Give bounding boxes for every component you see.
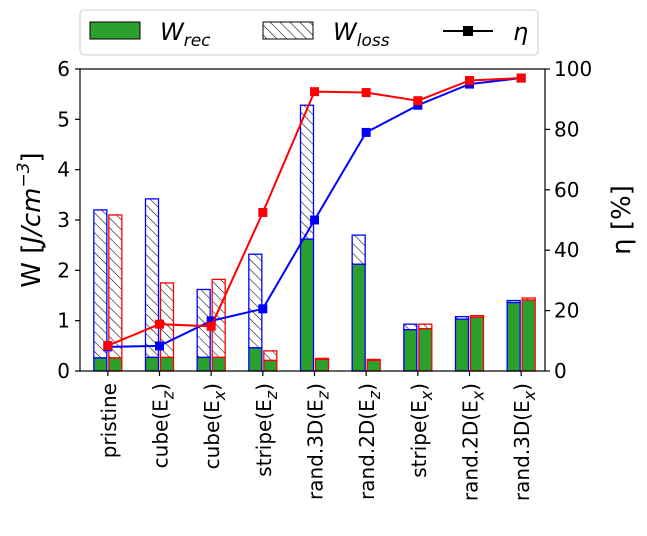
bar-rec-red-5: [366, 359, 381, 372]
eta-point-red-3: [258, 207, 268, 217]
eta-point-red-8: [516, 73, 526, 83]
x-tick-label: pristine: [97, 383, 121, 458]
eta-point-red-4: [310, 87, 319, 97]
eta-point-blue-1: [155, 341, 164, 351]
y-left-tick-label: 3: [57, 208, 70, 232]
bar-loss-blue-6: [403, 323, 418, 331]
bar-loss-blue-3: [248, 253, 263, 349]
y-label-prefix: W [: [17, 244, 47, 288]
y-left-tick-label: 0: [57, 359, 70, 383]
eta-point-red-5: [361, 88, 371, 98]
y-right-tick-label: 80: [554, 117, 579, 141]
y-axis-label-left: W [J/cm−3]: [14, 152, 47, 287]
y-left-tick-label: 4: [57, 158, 70, 182]
eta-point-red-2: [206, 321, 216, 331]
bar-rec-blue-7: [454, 318, 470, 372]
legend-loss-sub: loss: [357, 31, 390, 51]
eta-point-blue-5: [361, 127, 371, 137]
y-label-exp: −3: [14, 162, 34, 187]
y-right-tick-label: 60: [554, 178, 579, 202]
legend-label-loss: Wloss: [333, 18, 390, 51]
x-tick-label: rand.3D(Ex): [510, 383, 539, 501]
y-left-tick-label: 5: [57, 107, 70, 131]
x-tick-label: rand.2D(Ez): [355, 383, 384, 500]
bar-loss-blue-5: [351, 234, 366, 265]
y-right-tick-label: 20: [554, 299, 579, 323]
legend-label-eta: η: [513, 18, 528, 46]
y-label-unit: J/cm: [17, 188, 47, 249]
x-tick-label: rand.2D(Ex): [459, 383, 488, 501]
eta-point-red-7: [465, 75, 474, 85]
eta-point-blue-6: [413, 100, 423, 110]
legend-swatch-loss: [262, 21, 314, 40]
bar-rec-red-2: [211, 356, 226, 372]
y-label-suffix: ]: [17, 152, 47, 162]
eta-point-blue-4: [310, 215, 319, 225]
legend-rec-sub: rec: [184, 31, 211, 51]
x-tick-label: rand.3D(Ez): [304, 383, 333, 500]
legend-rec-main: W: [160, 18, 185, 46]
bar-rec-red-0: [108, 357, 123, 372]
bar-loss-blue-1: [144, 198, 160, 359]
eta-point-red-0: [103, 341, 113, 351]
legend: Wrec Wloss η: [79, 9, 539, 56]
bar-loss-red-3: [263, 350, 278, 362]
eta-point-blue-2: [206, 316, 216, 326]
bar-loss-red-0: [108, 214, 123, 359]
bar-rec-blue-6: [403, 329, 418, 372]
bar-rec-blue-5: [351, 263, 366, 372]
x-tick-label: cube(Ex): [200, 383, 229, 469]
legend-swatch-rec: [89, 21, 141, 40]
bar-rec-red-6: [418, 328, 433, 372]
bar-rec-blue-2: [196, 356, 211, 372]
y-right-tick-label: 40: [554, 238, 579, 262]
x-tick-label: cube(Ez): [149, 383, 178, 468]
legend-label-rec: Wrec: [160, 18, 211, 51]
y-axis-label-right: η [%]: [607, 185, 637, 255]
eta-point-blue-3: [258, 304, 268, 314]
bar-loss-blue-0: [93, 209, 108, 359]
bar-rec-blue-1: [144, 356, 160, 372]
bar-rec-red-3: [263, 359, 278, 372]
x-tick-label: stripe(Ez): [252, 383, 281, 477]
y-left-tick-label: 2: [57, 258, 70, 282]
bar-rec-red-1: [159, 356, 175, 372]
y-right-tick-label: 100: [554, 57, 592, 81]
eta-point-red-1: [155, 319, 164, 329]
bar-rec-red-7: [469, 316, 485, 372]
eta-point-red-6: [413, 96, 423, 106]
bar-rec-blue-0: [93, 357, 108, 372]
bar-rec-blue-3: [248, 347, 263, 372]
bar-rec-red-4: [314, 358, 330, 372]
y-right-tick-label: 0: [554, 359, 567, 383]
legend-loss-main: W: [333, 18, 358, 46]
y-left-tick-label: 1: [57, 309, 70, 333]
y-left-tick-label: 6: [57, 57, 70, 81]
bar-loss-red-6: [418, 323, 433, 330]
legend-marker-eta: [463, 26, 473, 36]
bar-rec-blue-4: [299, 238, 315, 372]
x-tick-label: stripe(Ex): [407, 383, 436, 478]
bar-rec-red-8: [521, 299, 536, 372]
bar-rec-blue-8: [506, 301, 521, 372]
